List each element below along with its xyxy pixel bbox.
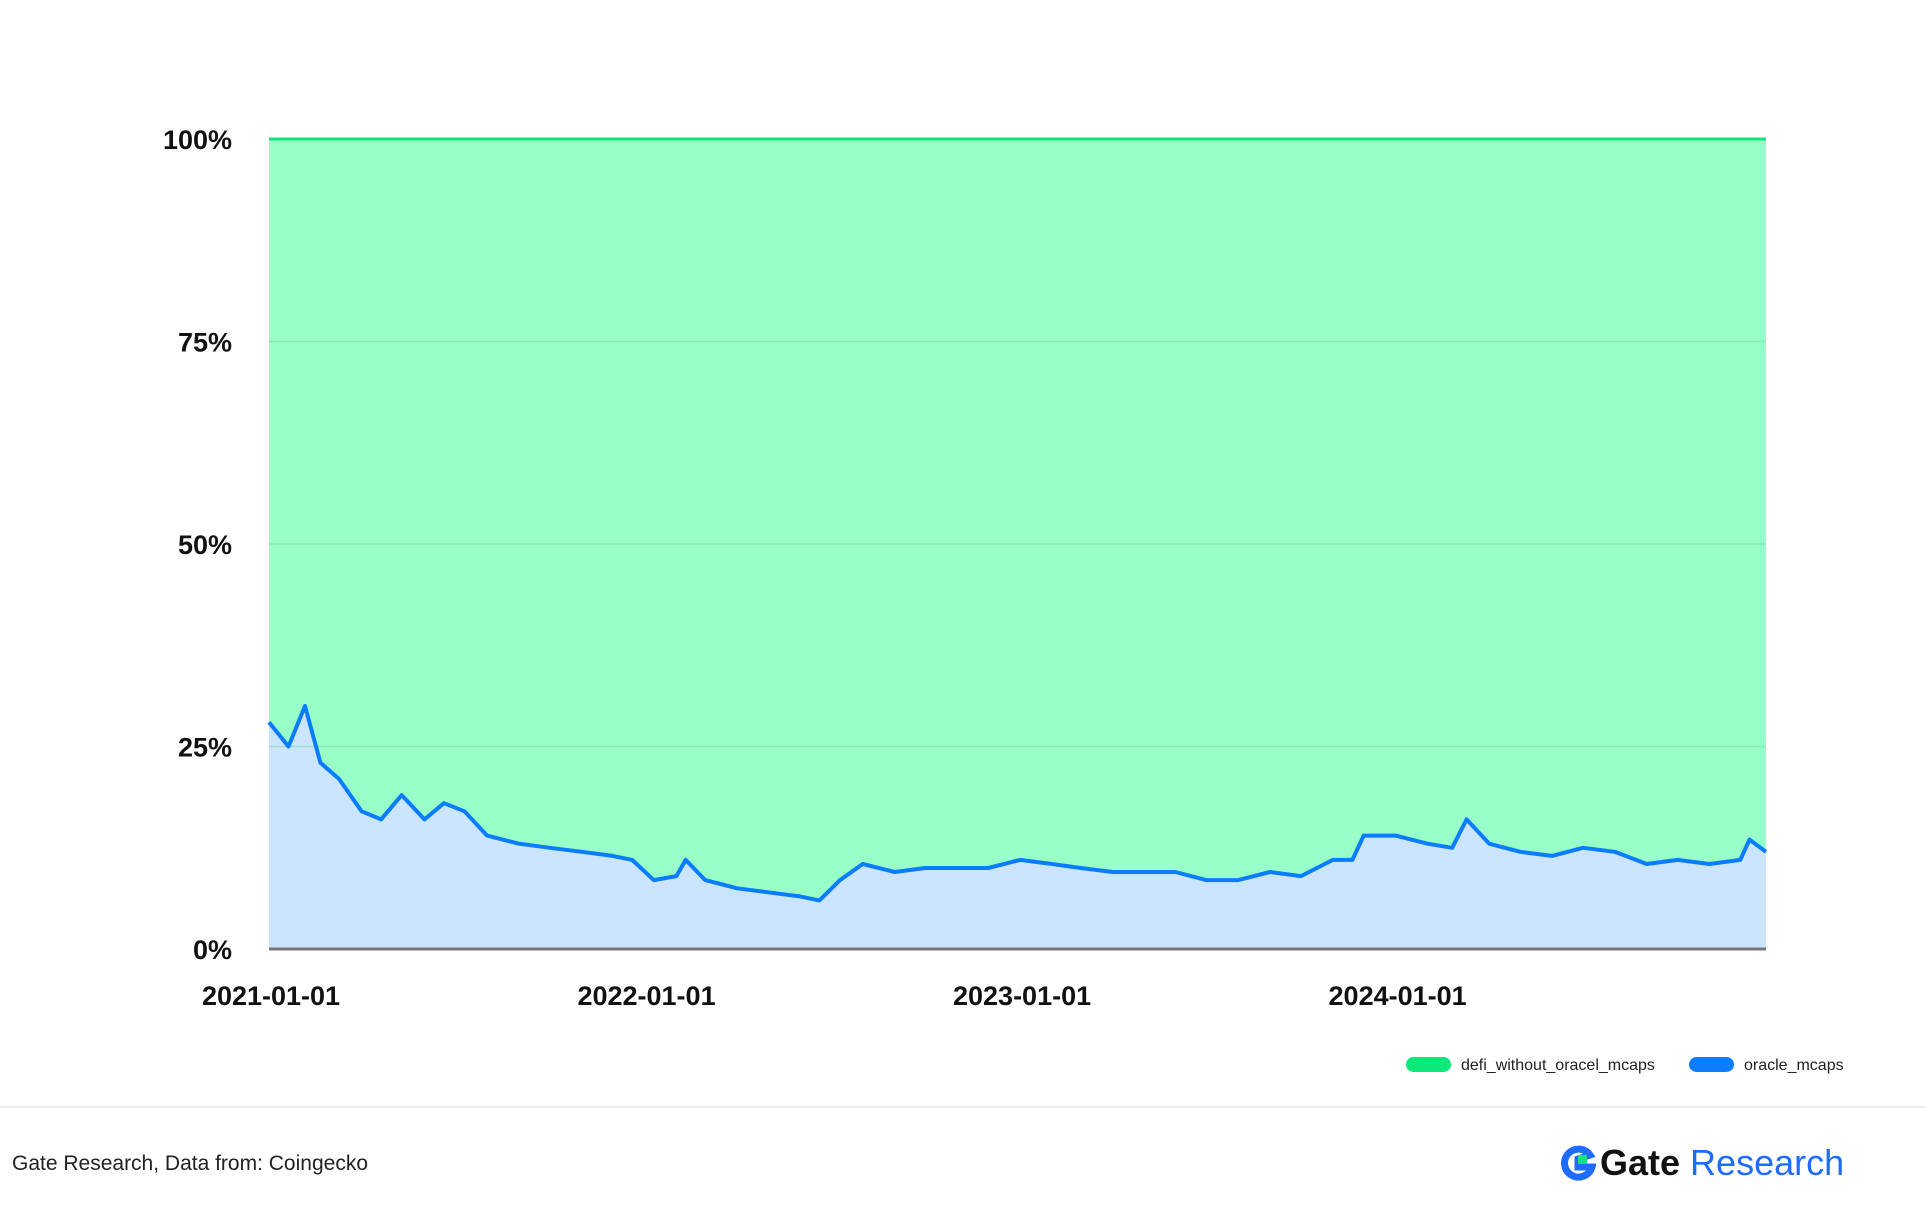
legend-swatch (1689, 1057, 1734, 1072)
oracle-area (269, 706, 1766, 949)
y-tick-label: 75% (178, 328, 232, 358)
gate-research-logo: Gate Research (1560, 1142, 1844, 1184)
x-tick-label: 2024-01-01 (1329, 981, 1467, 1011)
x-tick-label: 2023-01-01 (953, 981, 1091, 1011)
logo-research-text: Research (1690, 1142, 1845, 1183)
y-tick-label: 25% (178, 733, 232, 763)
logo-gate-text: Gate (1600, 1142, 1681, 1183)
footer-divider (0, 1106, 1926, 1108)
gate-logo-icon (1561, 1145, 1596, 1181)
chart: 0% 25% 50% 75% 100% 2021-01-01 2022-01-01 2023… (163, 125, 1844, 1074)
source-note: Gate Research, Data from: Coingecko (12, 1152, 368, 1175)
legend: defi_without_oracel_mcaps oracle_mcaps (1406, 1057, 1844, 1074)
x-tick-label: 2021-01-01 (202, 981, 340, 1011)
y-tick-label: 100% (163, 125, 232, 155)
legend-label: defi_without_oracel_mcaps (1461, 1057, 1655, 1074)
oracle-line (267, 704, 1768, 903)
x-tick-label: 2022-01-01 (577, 981, 715, 1011)
y-tick-label: 50% (178, 530, 232, 560)
legend-swatch (1406, 1057, 1451, 1072)
y-tick-label: 0% (193, 935, 232, 965)
legend-label: oracle_mcaps (1744, 1057, 1844, 1074)
